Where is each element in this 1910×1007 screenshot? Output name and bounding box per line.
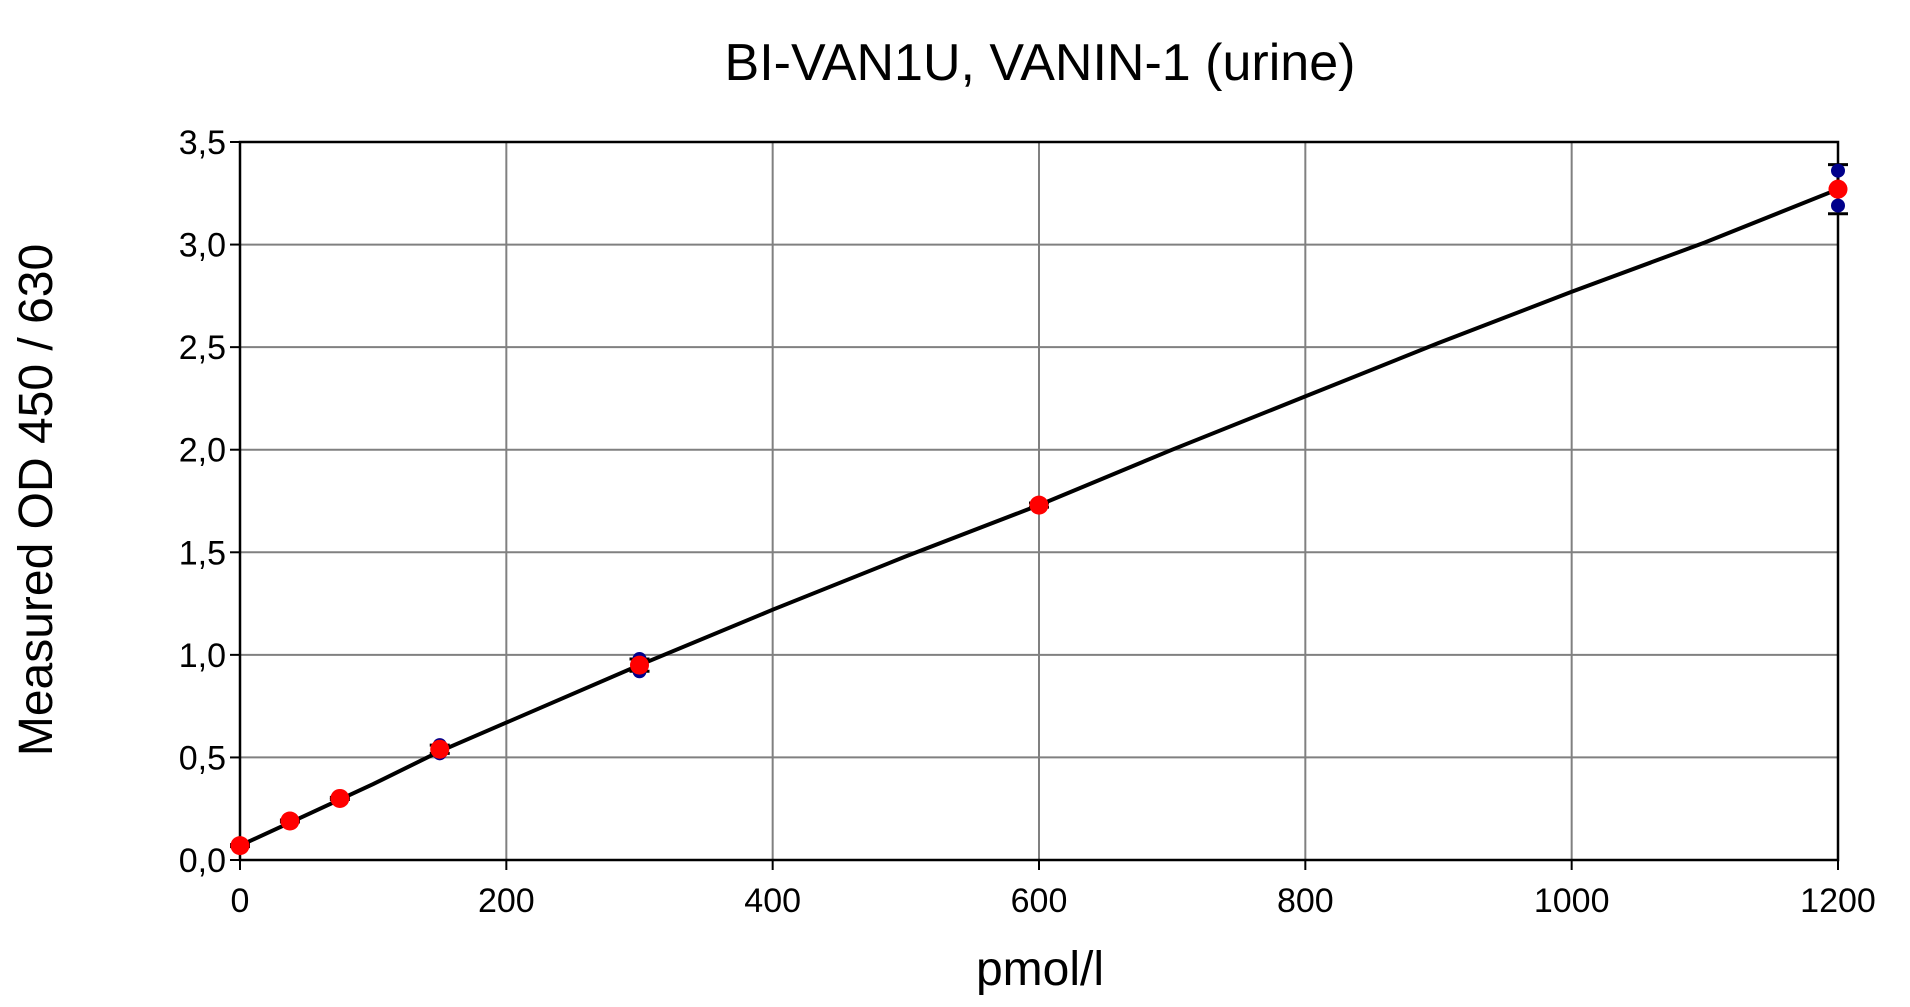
y-tick-label: 2,5 <box>179 329 226 367</box>
replicate-point <box>1831 198 1845 213</box>
mean-point <box>1828 179 1848 199</box>
y-tick-label: 2,0 <box>179 432 226 470</box>
x-tick-label: 1200 <box>1800 882 1876 920</box>
mean-point <box>1029 495 1049 515</box>
data-points <box>230 163 1848 856</box>
y-tick-label: 1,5 <box>179 534 226 572</box>
x-tick-label: 400 <box>744 882 801 920</box>
y-tick-label: 0,5 <box>179 739 226 777</box>
mean-point <box>280 811 300 831</box>
y-tick-label: 1,0 <box>179 637 226 675</box>
mean-point <box>230 836 250 856</box>
mean-point <box>430 739 450 759</box>
x-axis-label: pmol/l <box>976 943 1104 996</box>
grid <box>230 140 1840 870</box>
mean-point <box>330 788 350 808</box>
replicate-point <box>1831 163 1845 178</box>
fit-curve <box>239 187 1839 848</box>
plot-frame <box>238 140 1840 862</box>
mean-point <box>630 655 649 675</box>
y-axis-label: Measured OD 450 / 630 <box>10 244 63 756</box>
tick-labels: 0 200 400 600 800 1000 1200 0,0 0,5 1,0 1,5 2,0 2,5 3… <box>179 124 1876 920</box>
x-tick-label: 200 <box>478 882 535 920</box>
x-tick-label: 600 <box>1011 882 1068 920</box>
fit-curve-layer <box>239 187 1839 848</box>
y-tick-label: 0,0 <box>179 842 226 880</box>
y-tick-label: 3,5 <box>179 124 226 162</box>
x-tick-label: 1000 <box>1534 882 1610 920</box>
x-tick-label: 0 <box>231 882 250 920</box>
y-tick-label: 3,0 <box>179 227 226 265</box>
x-tick-label: 800 <box>1277 882 1334 920</box>
chart-title: BI-VAN1U, VANIN-1 (urine) <box>725 34 1356 92</box>
